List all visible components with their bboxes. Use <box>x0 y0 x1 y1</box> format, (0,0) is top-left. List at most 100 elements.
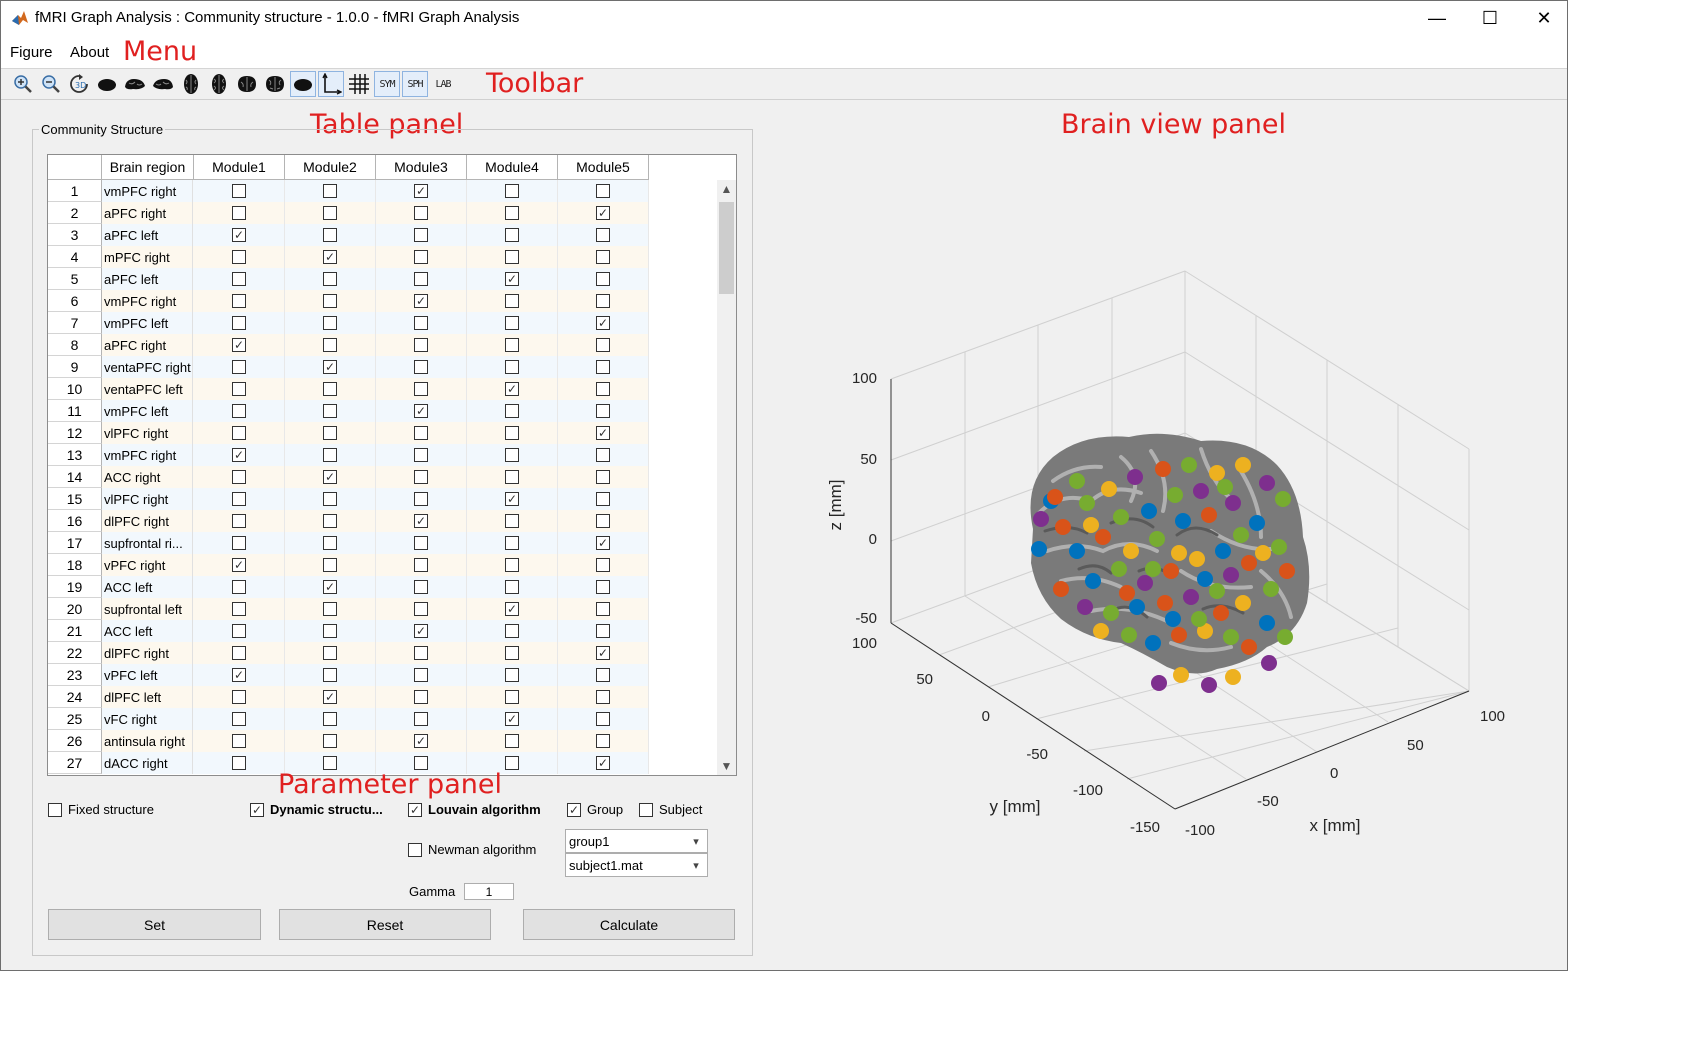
module2-checkbox[interactable] <box>323 492 337 506</box>
module5-checkbox[interactable] <box>596 338 610 352</box>
module2-checkbox[interactable] <box>323 602 337 616</box>
header-module5[interactable]: Module5 <box>558 155 649 180</box>
module2-checkbox[interactable] <box>323 756 337 770</box>
maximize-button[interactable]: ☐ <box>1481 7 1499 28</box>
module1-checkbox[interactable] <box>232 514 246 528</box>
set-button[interactable]: Set <box>48 909 261 940</box>
module5-checkbox[interactable]: ✓ <box>596 646 610 660</box>
header-module3[interactable]: Module3 <box>376 155 467 180</box>
module5-checkbox[interactable]: ✓ <box>596 206 610 220</box>
module3-checkbox[interactable]: ✓ <box>414 184 428 198</box>
module2-checkbox[interactable] <box>323 624 337 638</box>
module1-checkbox[interactable] <box>232 294 246 308</box>
group-box[interactable]: ✓ <box>567 802 581 817</box>
module1-checkbox[interactable] <box>232 426 246 440</box>
brain-view-7-icon[interactable] <box>262 71 288 97</box>
dynamic-structure-box[interactable]: ✓ <box>250 802 264 817</box>
module4-checkbox[interactable] <box>505 294 519 308</box>
module5-checkbox[interactable] <box>596 624 610 638</box>
module4-checkbox[interactable] <box>505 426 519 440</box>
module4-checkbox[interactable] <box>505 360 519 374</box>
minimize-button[interactable]: — <box>1428 7 1446 28</box>
module1-checkbox[interactable]: ✓ <box>232 338 246 352</box>
module2-checkbox[interactable] <box>323 338 337 352</box>
module2-checkbox[interactable]: ✓ <box>323 690 337 704</box>
module1-checkbox[interactable]: ✓ <box>232 558 246 572</box>
module2-checkbox[interactable] <box>323 316 337 330</box>
module4-checkbox[interactable] <box>505 206 519 220</box>
module3-checkbox[interactable] <box>414 360 428 374</box>
rotate-3d-icon[interactable]: 3D <box>66 71 92 97</box>
dynamic-structure-checkbox[interactable]: ✓ Dynamic structu... <box>250 802 383 817</box>
module5-checkbox[interactable] <box>596 382 610 396</box>
module3-checkbox[interactable] <box>414 272 428 286</box>
module3-checkbox[interactable]: ✓ <box>414 514 428 528</box>
module4-checkbox[interactable] <box>505 536 519 550</box>
module5-checkbox[interactable] <box>596 602 610 616</box>
module1-checkbox[interactable] <box>232 272 246 286</box>
module4-checkbox[interactable] <box>505 404 519 418</box>
module2-checkbox[interactable] <box>323 448 337 462</box>
module3-checkbox[interactable] <box>414 536 428 550</box>
menu-about[interactable]: About <box>70 44 110 61</box>
calculate-button[interactable]: Calculate <box>523 909 735 940</box>
module4-checkbox[interactable] <box>505 734 519 748</box>
module1-checkbox[interactable] <box>232 492 246 506</box>
module1-checkbox[interactable] <box>232 712 246 726</box>
module3-checkbox[interactable] <box>414 580 428 594</box>
module4-checkbox[interactable] <box>505 624 519 638</box>
module5-checkbox[interactable] <box>596 580 610 594</box>
axis-toggle-icon[interactable] <box>318 71 344 97</box>
module2-checkbox[interactable] <box>323 712 337 726</box>
module2-checkbox[interactable] <box>323 404 337 418</box>
module4-checkbox[interactable]: ✓ <box>505 492 519 506</box>
header-brain-region[interactable]: Brain region <box>102 155 194 180</box>
module2-checkbox[interactable] <box>323 668 337 682</box>
header-module4[interactable]: Module4 <box>467 155 558 180</box>
module2-checkbox[interactable] <box>323 184 337 198</box>
module3-checkbox[interactable]: ✓ <box>414 624 428 638</box>
scroll-up-icon[interactable]: ▲ <box>720 182 733 196</box>
louvain-box[interactable]: ✓ <box>408 802 422 817</box>
module2-checkbox[interactable] <box>323 558 337 572</box>
module1-checkbox[interactable] <box>232 184 246 198</box>
module1-checkbox[interactable] <box>232 756 246 770</box>
module3-checkbox[interactable] <box>414 426 428 440</box>
module5-checkbox[interactable] <box>596 360 610 374</box>
lab-toggle[interactable]: LAB <box>430 71 456 97</box>
brain-toggle-icon[interactable] <box>290 71 316 97</box>
subject-checkbox[interactable]: Subject <box>639 802 702 817</box>
gamma-input[interactable]: 1 <box>464 883 514 900</box>
module2-checkbox[interactable]: ✓ <box>323 580 337 594</box>
module4-checkbox[interactable] <box>505 668 519 682</box>
zoom-out-icon[interactable] <box>38 71 64 97</box>
module4-checkbox[interactable] <box>505 470 519 484</box>
reset-button[interactable]: Reset <box>279 909 491 940</box>
louvain-checkbox[interactable]: ✓ Louvain algorithm <box>408 802 541 817</box>
module3-checkbox[interactable] <box>414 712 428 726</box>
fixed-structure-box[interactable] <box>48 802 62 817</box>
module5-checkbox[interactable]: ✓ <box>596 316 610 330</box>
newman-checkbox[interactable]: Newman algorithm <box>408 842 536 857</box>
module2-checkbox[interactable] <box>323 272 337 286</box>
module4-checkbox[interactable] <box>505 448 519 462</box>
module3-checkbox[interactable] <box>414 690 428 704</box>
module2-checkbox[interactable] <box>323 536 337 550</box>
module1-checkbox[interactable] <box>232 624 246 638</box>
menu-figure[interactable]: Figure <box>10 44 53 61</box>
subject-box[interactable] <box>639 802 653 817</box>
module4-checkbox[interactable]: ✓ <box>505 712 519 726</box>
module4-checkbox[interactable] <box>505 250 519 264</box>
module1-checkbox[interactable] <box>232 382 246 396</box>
brain-view-axes[interactable]: 100 50 0 -50 100 50 0 -50 -100 -150 -100… <box>791 251 1531 851</box>
module1-checkbox[interactable] <box>232 470 246 484</box>
module4-checkbox[interactable] <box>505 184 519 198</box>
module5-checkbox[interactable] <box>596 250 610 264</box>
module4-checkbox[interactable]: ✓ <box>505 272 519 286</box>
module5-checkbox[interactable] <box>596 184 610 198</box>
brain-view-2-icon[interactable] <box>122 71 148 97</box>
module5-checkbox[interactable] <box>596 470 610 484</box>
fixed-structure-checkbox[interactable]: Fixed structure <box>48 802 154 817</box>
module3-checkbox[interactable] <box>414 382 428 396</box>
module1-checkbox[interactable] <box>232 316 246 330</box>
